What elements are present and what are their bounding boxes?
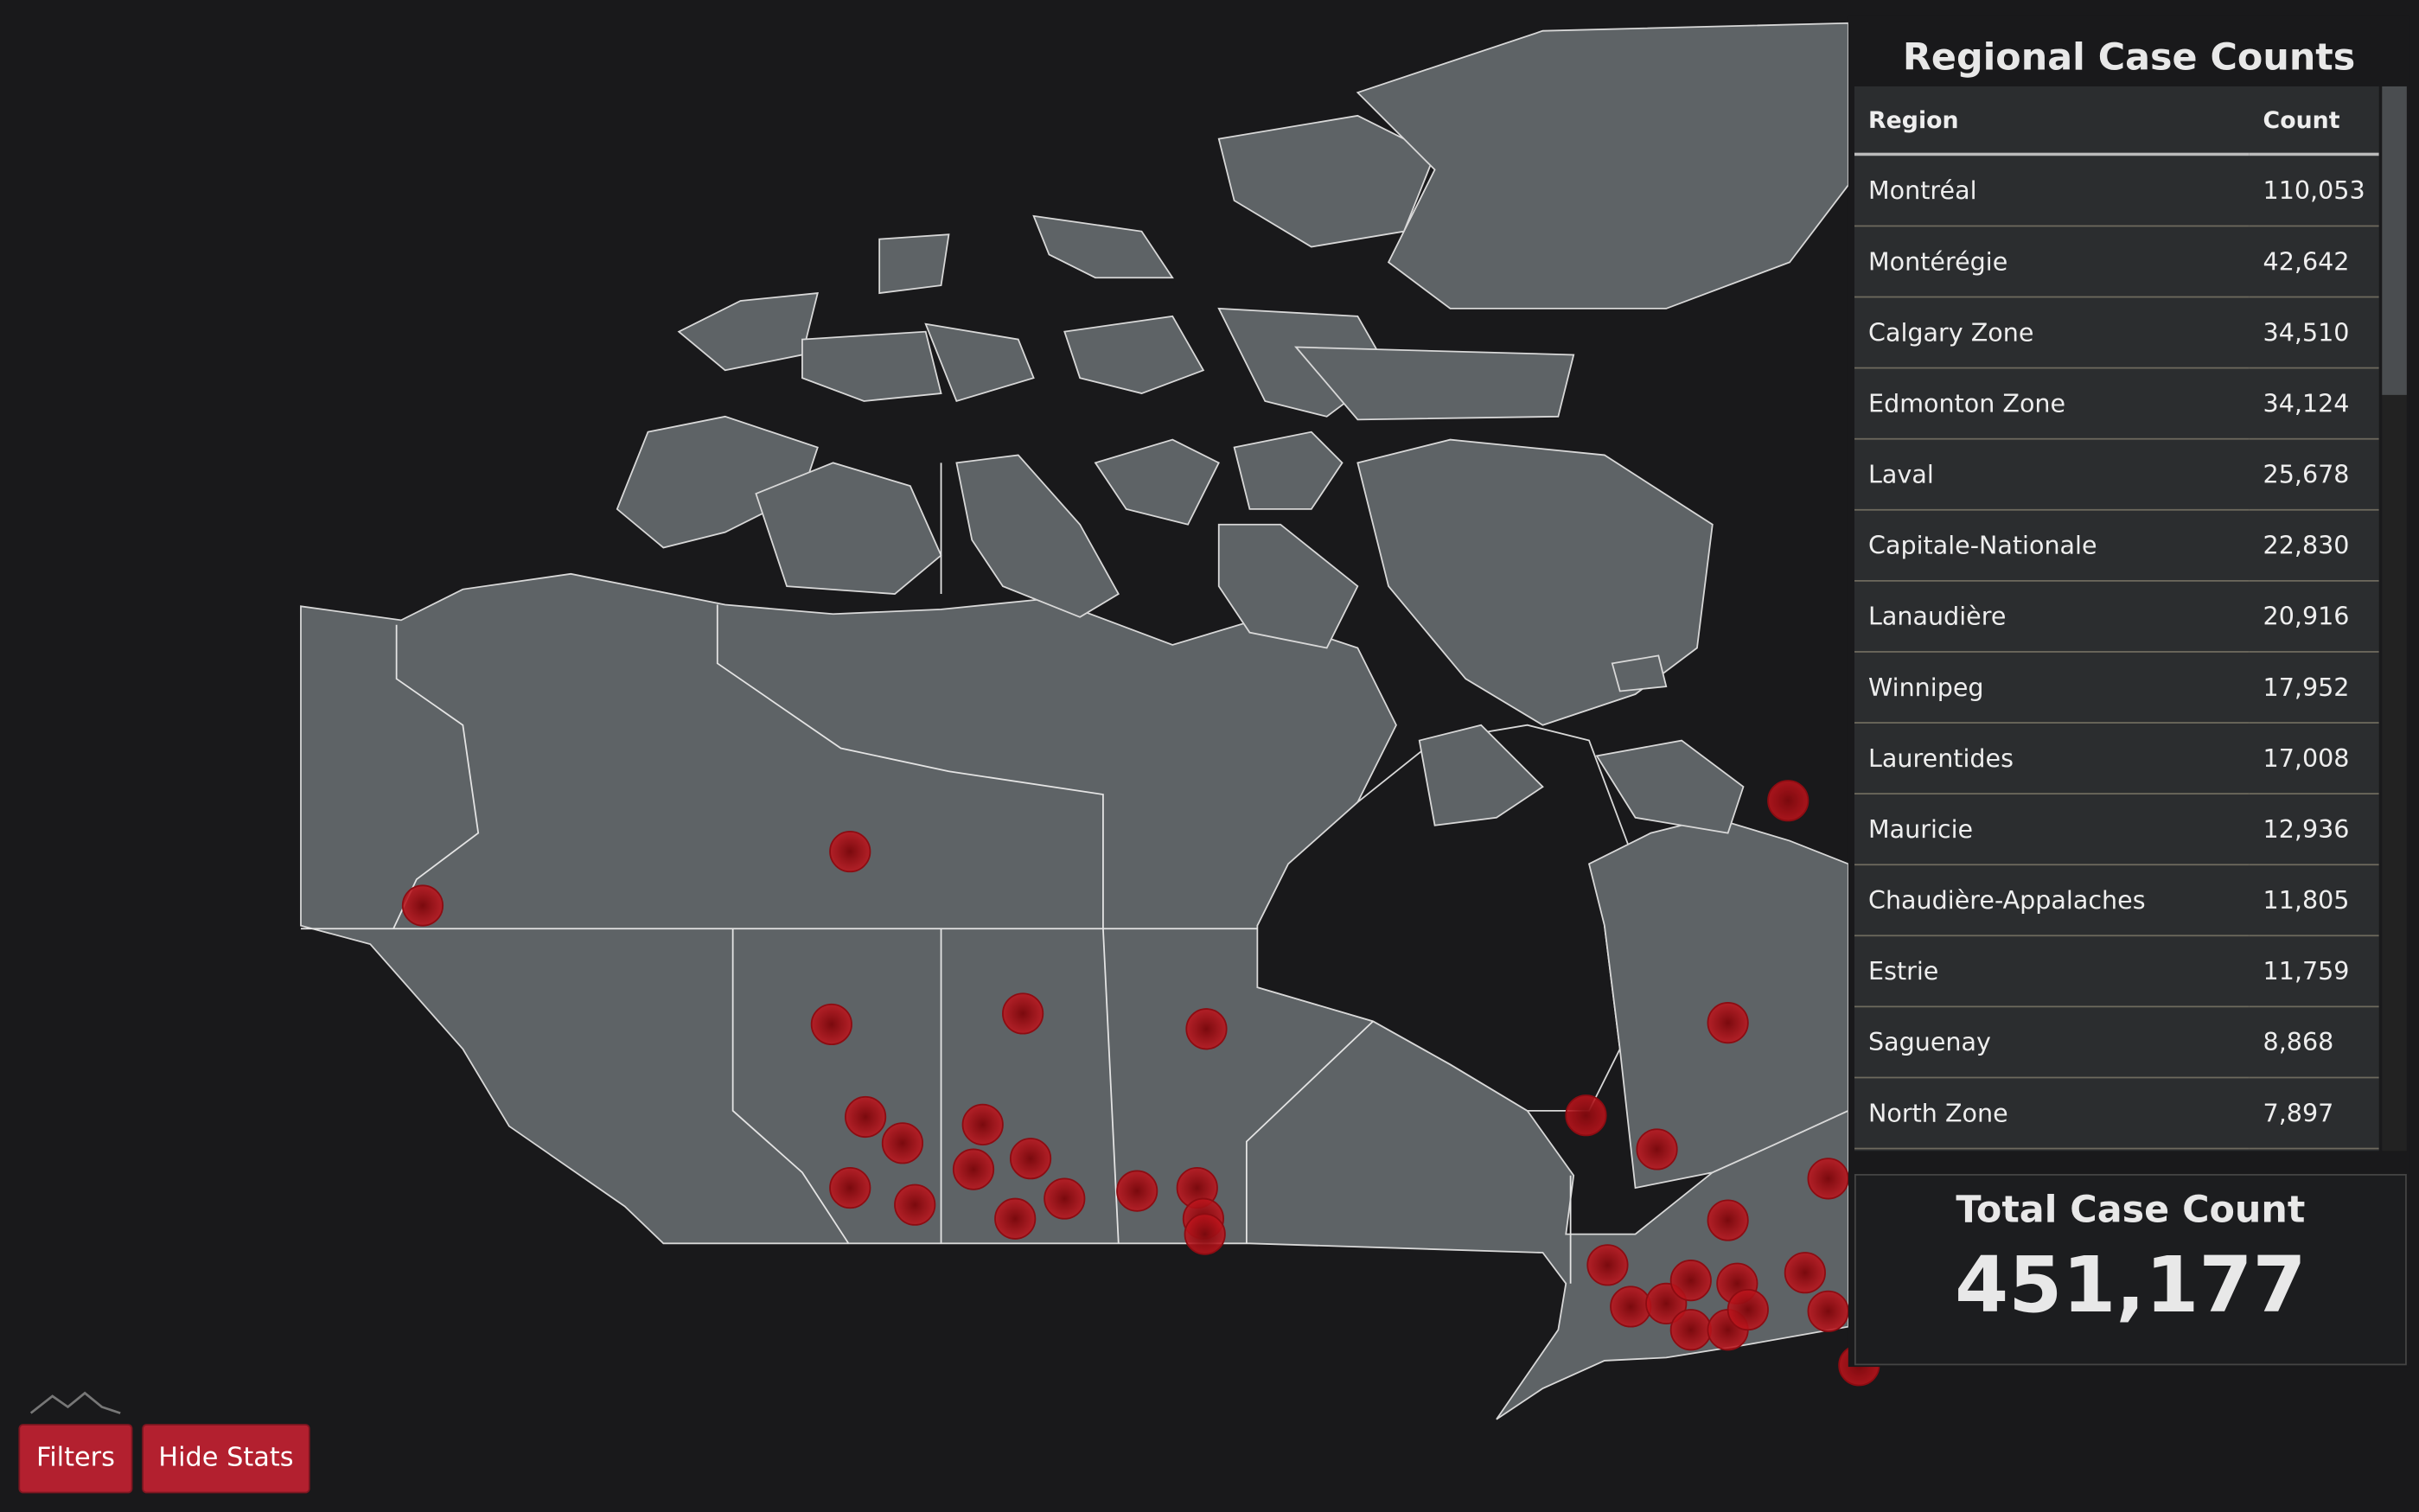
region-cell: Saguenay (1854, 1006, 2250, 1079)
region-cell: Laurentides (1854, 723, 2250, 795)
region-cell: Chaudière-Appalaches (1854, 864, 2250, 937)
panel-title: Regional Case Counts (1902, 35, 2356, 80)
count-cell: 42,642 (2249, 226, 2379, 298)
table-row: North Zone 7,897 (1854, 1077, 2379, 1150)
region-cell: Calgary Zone (1854, 297, 2250, 369)
table-container: Region Count Montréal 110,053 Montérégie 42… (1854, 86, 2379, 1152)
table-row: Laval 25,678 (1854, 438, 2379, 511)
count-cell: 7,897 (2249, 1077, 2379, 1150)
filters-button[interactable]: Filters (18, 1424, 133, 1494)
table-row: Montérégie 42,642 (1854, 226, 2379, 298)
table-row: Laurentides 17,008 (1854, 723, 2379, 795)
table-row: Saguenay 8,868 (1854, 1006, 2379, 1079)
logo (29, 1391, 121, 1414)
table-row: Montréal 110,053 (1854, 154, 2379, 227)
table-row: Estrie 11,759 (1854, 935, 2379, 1008)
count-cell: 17,952 (2249, 651, 2379, 724)
region-cell: Montérégie (1854, 226, 2250, 298)
table-row: Winnipeg 17,952 (1854, 651, 2379, 724)
case-markers (401, 780, 1880, 1387)
count-cell: 11,759 (2249, 935, 2379, 1008)
scrollbar[interactable] (2382, 86, 2407, 1152)
landmass (300, 22, 1849, 1420)
total-box: Total Case Count 451,177 (1854, 1174, 2407, 1366)
table-row: Edmonton Zone 34,124 (1854, 367, 2379, 440)
hide-stats-button[interactable]: Hide Stats (142, 1424, 310, 1494)
region-cell: Estrie (1854, 935, 2250, 1008)
count-cell: 34,124 (2249, 367, 2379, 440)
table-row: Mauricie 12,936 (1854, 794, 2379, 866)
count-cell: 25,678 (2249, 438, 2379, 511)
table-row: Capitale-Nationale 22,830 (1854, 509, 2379, 582)
table-row: Lanaudière 20,916 (1854, 580, 2379, 653)
case-table: Region Count Montréal 110,053 Montérégie 42… (1854, 86, 2379, 1150)
count-cell: 110,053 (2249, 154, 2379, 227)
region-cell: Mauricie (1854, 794, 2250, 866)
region-cell: Winnipeg (1854, 651, 2250, 724)
region-cell: Capitale-Nationale (1854, 509, 2250, 582)
total-label: Total Case Count (1956, 1188, 2306, 1232)
count-cell: 22,830 (2249, 509, 2379, 582)
header-cell: Count (2249, 86, 2379, 156)
region-cell: Lanaudière (1854, 580, 2250, 653)
table-row: Chaudière-Appalaches 11,805 (1854, 864, 2379, 937)
region-cell: Laval (1854, 438, 2250, 511)
header-row: Region Count (1854, 86, 2379, 156)
region-cell: Edmonton Zone (1854, 367, 2250, 440)
header-cell: Region (1854, 86, 2250, 156)
count-cell: 17,008 (2249, 723, 2379, 795)
table-row: Calgary Zone 34,510 (1854, 297, 2379, 369)
region-cell: North Zone (1854, 1077, 2250, 1150)
region-cell: Montréal (1854, 154, 2250, 227)
count-cell: 11,805 (2249, 864, 2379, 937)
table-body: Montréal 110,053 Montérégie 42,642 Calgary Z… (1854, 154, 2379, 1150)
count-cell: 20,916 (2249, 580, 2379, 653)
count-cell: 12,936 (2249, 794, 2379, 866)
stats-panel: Regional Case Counts Region Count Montré… (1848, 15, 2410, 1368)
scroll-thumb[interactable] (2382, 86, 2407, 395)
total-value: 451,177 (1955, 1240, 2307, 1330)
count-cell: 34,510 (2249, 297, 2379, 369)
count-cell: 8,868 (2249, 1006, 2379, 1079)
